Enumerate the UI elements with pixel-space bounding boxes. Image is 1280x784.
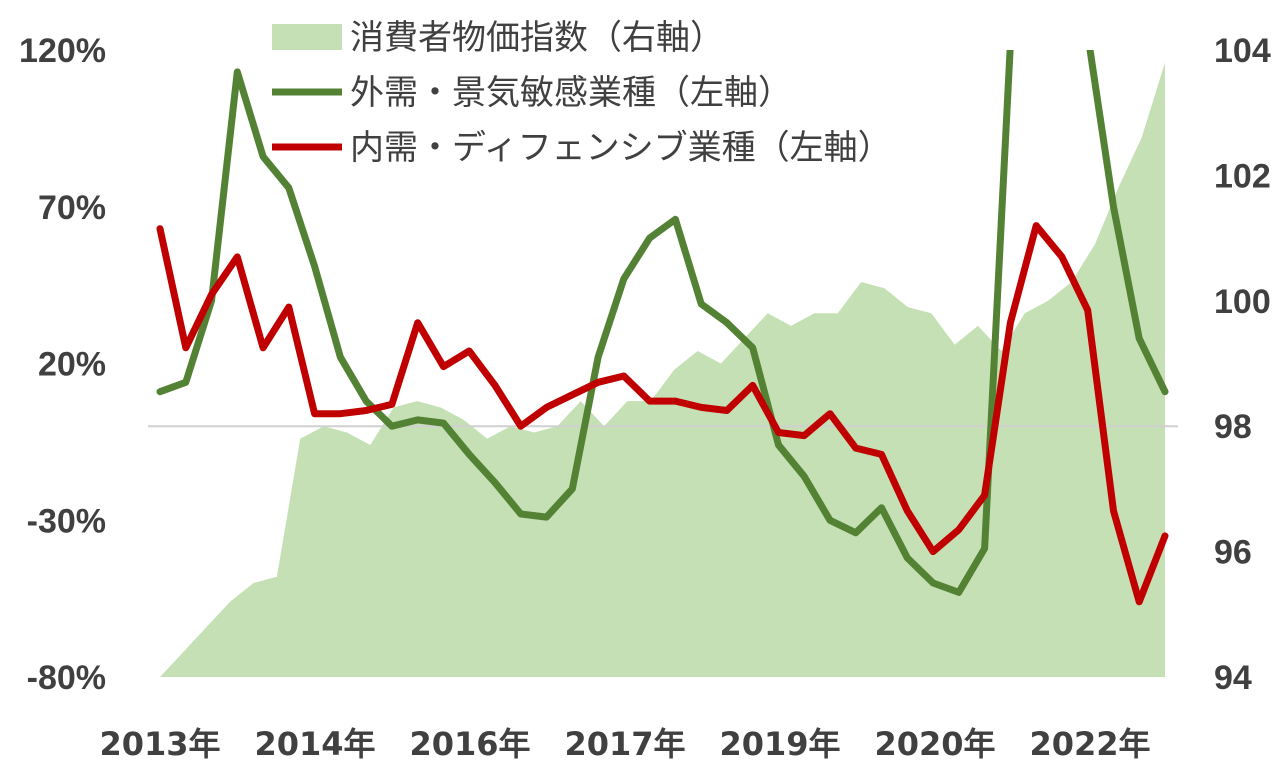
left-tick-label: -80% bbox=[27, 659, 106, 697]
right-tick-label: 100 bbox=[1214, 283, 1271, 321]
domestic-defensive-line bbox=[156, 222, 1169, 606]
x-tick-label: 2016年 bbox=[409, 725, 530, 763]
left-tick-label: 70% bbox=[38, 189, 106, 227]
x-tick-label: 2017年 bbox=[564, 725, 685, 763]
x-tick-label: 2019年 bbox=[719, 725, 840, 763]
left-tick-label: 120% bbox=[19, 32, 106, 70]
series-line-layer bbox=[156, 50, 1169, 606]
x-tick-label: 2022年 bbox=[1029, 725, 1150, 763]
x-tick-label: 2013年 bbox=[99, 725, 220, 763]
right-tick-label: 98 bbox=[1214, 408, 1252, 446]
legend-label: 外需・景気敏感業種（左軸） bbox=[350, 73, 792, 113]
legend-label: 内需・ディフェンシブ業種（左軸） bbox=[350, 128, 892, 168]
x-tick-label: 2020年 bbox=[874, 725, 995, 763]
external-cyclical-line bbox=[156, 50, 1169, 596]
left-tick-label: -30% bbox=[27, 502, 106, 540]
left-tick-label: 20% bbox=[38, 346, 106, 384]
right-tick-label: 96 bbox=[1214, 534, 1252, 572]
legend-swatch-cpi bbox=[272, 24, 342, 50]
x-axis-ticks: 2013年 2014年 2016年 2017年 2019年 2020年 2022年 bbox=[99, 725, 1150, 763]
legend: 消費者物価指数（右軸） 外需・景気敏感業種（左軸） 内需・ディフェンシブ業種（左軸） bbox=[272, 18, 892, 168]
legend-label: 消費者物価指数（右軸） bbox=[350, 18, 724, 58]
right-tick-label: 102 bbox=[1214, 157, 1271, 195]
left-axis-ticks: 120% 70% 20% -30% -80% bbox=[19, 32, 106, 697]
right-axis-ticks: 104 102 100 98 96 94 bbox=[1214, 32, 1271, 697]
right-tick-label: 94 bbox=[1214, 659, 1252, 697]
x-tick-label: 2014年 bbox=[254, 725, 375, 763]
right-tick-label: 104 bbox=[1214, 32, 1271, 70]
